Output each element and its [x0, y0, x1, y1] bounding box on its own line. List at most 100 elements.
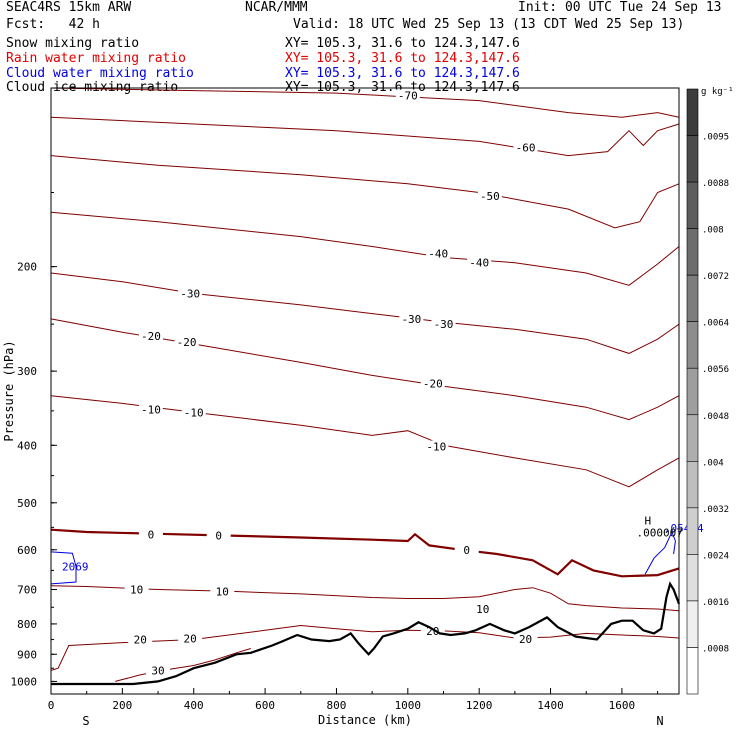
x-tick-label: 600: [255, 699, 275, 712]
south-end-label: S: [82, 714, 89, 728]
isotherm-label: 20: [134, 634, 147, 647]
terrain-profile: [51, 581, 681, 686]
y-tick-label: 700: [17, 584, 37, 597]
isotherm-minus40: [50, 211, 680, 286]
isotherm-label: -60: [516, 142, 536, 155]
isotherm-label-bg: [138, 528, 163, 540]
terrain-layer: [51, 581, 681, 686]
colorbar-segment: [686, 181, 699, 229]
isotherm-label-bg: [178, 287, 203, 299]
isotherm-label: -10: [184, 406, 204, 419]
isotherm-label-bg: [206, 529, 231, 541]
isotherm-label: 10: [216, 585, 229, 598]
isotherm-label-bg: [128, 633, 153, 645]
x-tick-label: 1400: [537, 699, 564, 712]
isotherm-label: 0: [148, 529, 155, 542]
colorbar-segment: [686, 321, 699, 369]
isotherm-label-bg: [426, 247, 451, 259]
isotherm-label-bg: [513, 632, 538, 644]
isotherm-label-bg: [454, 543, 479, 555]
isotherm-label-bg: [138, 403, 163, 415]
isotherm-label-bg: [178, 632, 203, 644]
isotherm-label-bg: [181, 406, 206, 418]
x-tick-label: 1000: [395, 699, 422, 712]
isotherm-label-bg: [210, 585, 235, 597]
isotherm-layer: -70 -60 -50 -40 -40 -30 -30 -30 -20 -20 -20 -10 -10 -…: [50, 87, 680, 682]
init-time: Init: 00 UTC Tue 24 Sep 13: [518, 0, 722, 15]
isotherm-label: -10: [426, 441, 446, 454]
isotherm-30: [115, 648, 251, 682]
isotherm-label: 20: [519, 633, 532, 646]
colorbar-unit: g kg⁻¹: [701, 87, 734, 97]
x-axis: 0 200 400 600 800 1000 1200 1400 1600: [48, 688, 659, 712]
isotherm-label: 10: [476, 603, 489, 616]
colorbar-tick-label: .008: [702, 226, 724, 236]
y-axis: 200 300 400 500 600 700 800 900 1000: [11, 191, 57, 688]
field-name-cloud-water: Cloud water mixing ratio: [6, 66, 194, 81]
colorbar-tick-label: .004: [702, 458, 724, 468]
organization-label: NCAR/MMM: [245, 0, 308, 15]
colorbar-tick-label: .0008: [702, 644, 729, 654]
y-tick-label: 500: [17, 497, 37, 510]
isotherm-label: -30: [180, 288, 200, 301]
colorbar-tick-label: .0048: [702, 412, 729, 422]
isotherm-label: 20: [184, 632, 197, 645]
colorbar-segment: [686, 414, 699, 462]
y-tick-label: 600: [17, 544, 37, 557]
isotherm-20: [50, 624, 680, 671]
field-xy-cloud-water: XY= 105.3, 31.6 to 124.3,147.6: [285, 66, 520, 81]
colorbar-tick-label: .0072: [702, 272, 729, 282]
y-tick-label: 900: [17, 648, 37, 661]
isotherm-label-bg: [431, 318, 456, 330]
isotherm-label: -70: [398, 90, 418, 103]
colorbar-segment: [686, 228, 699, 276]
isotherm-label: -20: [423, 378, 443, 391]
isotherm-label-bg: [395, 89, 420, 101]
colorbar-segment: [686, 507, 699, 555]
x-tick-label: 0: [48, 699, 55, 712]
colorbar-segment: [686, 88, 699, 136]
cloud-water-contour: [644, 530, 676, 575]
plot-frame: [50, 87, 680, 695]
isotherm-label: 0: [215, 530, 222, 543]
isotherm-label-bg: [146, 664, 171, 676]
x-axis-label: Distance (km): [318, 713, 412, 727]
x-tick-label: 1200: [466, 699, 493, 712]
colorbar: .0095 .0088 .008 .0072 .0064 .0056 .0048 .004 .0…: [686, 87, 734, 695]
isotherm-label-bg: [424, 440, 449, 452]
cloud-water-high-mark: H: [644, 514, 651, 527]
x-tick-label: 800: [327, 699, 347, 712]
field-xy-rain: XY= 105.3, 31.6 to 124.3,147.6: [285, 51, 520, 66]
colorbar-tick-label: .0024: [702, 551, 729, 561]
isotherm-label-bg: [124, 583, 149, 595]
isotherm-minus70: [50, 87, 680, 118]
isotherm-10: [50, 585, 680, 612]
isotherm-label-bg: [470, 602, 495, 614]
isotherm-label: -40: [469, 257, 489, 270]
forecast-hour: Fcst: 42 h: [6, 17, 100, 32]
isotherm-label-bg: [174, 336, 199, 348]
colorbar-tick-label: .0056: [702, 365, 729, 375]
north-end-label: N: [656, 714, 663, 728]
isotherm-label-bg: [399, 312, 424, 324]
field-xy-snow: XY= 105.3, 31.6 to 124.3,147.6: [285, 36, 520, 51]
y-tick-label: 300: [17, 365, 37, 378]
x-tick-label: 1600: [609, 699, 636, 712]
colorbar-tick-label: .0064: [702, 319, 729, 329]
cloud-water-contour-label: 2069: [62, 560, 89, 573]
y-tick-label: 200: [17, 261, 37, 274]
valid-time: Valid: 18 UTC Wed 25 Sep 13 (13 CDT Wed …: [293, 17, 685, 32]
isotherm-label-bg: [467, 256, 492, 268]
isotherm-minus60: [50, 116, 680, 157]
y-tick-label: 1000: [11, 675, 38, 688]
colorbar-segment: [686, 647, 699, 695]
isotherm-label: 10: [130, 584, 143, 597]
y-axis-label: Pressure (hPa): [2, 340, 16, 441]
isotherm-label: -50: [480, 190, 500, 203]
isotherm-label-bg: [477, 189, 502, 201]
colorbar-segment: [686, 274, 699, 322]
isotherm-label: -20: [141, 330, 161, 343]
isotherm-label: -20: [177, 336, 197, 349]
colorbar-segment: [686, 600, 699, 648]
